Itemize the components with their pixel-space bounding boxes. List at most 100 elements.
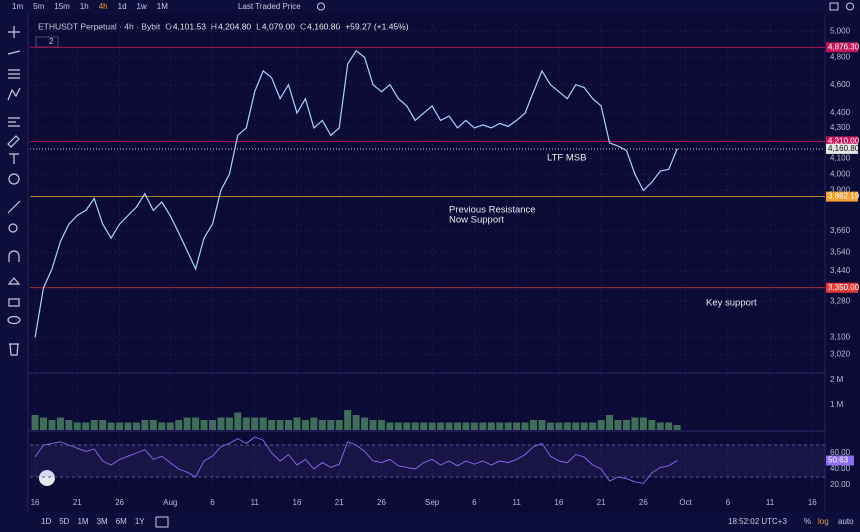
volume-bar <box>369 420 377 430</box>
volume-bar <box>56 417 64 430</box>
forecast-icon[interactable] <box>8 117 20 127</box>
header-h: 4,204.80 <box>218 21 251 31</box>
y-tick-label: 40.00 <box>830 464 851 473</box>
volume-bar <box>428 422 436 430</box>
volume-bar <box>631 417 639 430</box>
logo <box>39 470 55 486</box>
auto-toggle[interactable]: auto <box>838 517 854 526</box>
volume-bar <box>487 422 495 430</box>
interval-button[interactable]: 1m <box>12 2 23 11</box>
lock-icon[interactable] <box>8 298 20 307</box>
brush-icon[interactable] <box>7 135 20 148</box>
x-tick-label: 26 <box>639 498 648 507</box>
volume-bar <box>192 417 200 430</box>
top-right-icons[interactable] <box>317 2 854 11</box>
pattern-icon[interactable] <box>7 87 21 101</box>
emoji-icon[interactable] <box>8 173 20 185</box>
line-tool-icon[interactable] <box>7 50 21 55</box>
text-icon[interactable] <box>9 153 19 164</box>
volume-bar <box>521 422 529 430</box>
interval-button[interactable]: 1w <box>137 2 147 11</box>
volume-bar <box>285 420 293 430</box>
range-button[interactable]: 1M <box>77 517 88 526</box>
interval-button[interactable]: 1h <box>80 2 89 11</box>
rsi-value-box <box>826 455 854 466</box>
volume-bar <box>530 420 538 430</box>
y-tick-label: 1 M <box>830 400 844 409</box>
annotation: Key support <box>706 298 757 309</box>
volume-bar <box>90 420 98 430</box>
settings-icon[interactable] <box>846 2 854 11</box>
range-button[interactable]: 1Y <box>135 517 145 526</box>
trash-icon[interactable] <box>9 343 19 356</box>
price-source[interactable]: Last Traded Price <box>238 2 301 11</box>
volume-bar <box>175 420 183 430</box>
x-tick-label: Aug <box>163 498 177 507</box>
magnet-icon[interactable] <box>8 250 20 262</box>
bottom-bar <box>0 512 860 532</box>
y-tick-label: 4,400 <box>830 108 851 117</box>
y-tick-label: 3,900 <box>830 185 851 194</box>
range-button[interactable]: 3M <box>97 517 108 526</box>
volume-bar <box>48 420 56 430</box>
level-label: 4,210.00 <box>828 137 860 146</box>
volume-bar <box>377 420 385 430</box>
volume-bar <box>673 425 681 430</box>
header-c-key: C <box>300 21 306 31</box>
volume-bar <box>665 422 673 430</box>
annotation: Previous Resistance <box>449 205 536 216</box>
annotation: Now Support <box>449 215 504 226</box>
volume-bar <box>73 422 81 430</box>
draw-mode-icon[interactable] <box>7 277 21 285</box>
date-range-icon[interactable] <box>155 516 169 528</box>
volume-bar <box>40 417 48 430</box>
tool-icons[interactable] <box>7 26 21 356</box>
y-tick-label: 3,280 <box>830 296 851 305</box>
range-button[interactable]: 1D <box>41 517 51 526</box>
level-label-box <box>826 136 858 147</box>
level-label: 4,876.30 <box>828 42 860 51</box>
zoom-icon[interactable] <box>8 223 18 233</box>
x-tick-label: 26 <box>115 498 124 507</box>
volume-bar <box>496 422 504 430</box>
range-button[interactable]: 6M <box>116 517 127 526</box>
volume-bar <box>327 420 335 430</box>
volume-bar <box>158 422 166 430</box>
camera-icon[interactable] <box>829 2 839 11</box>
volume-bar <box>259 417 267 430</box>
interval-button[interactable]: 1M <box>157 2 168 11</box>
eye-icon[interactable] <box>7 315 21 325</box>
percent-toggle[interactable]: % <box>804 517 811 526</box>
interval-button[interactable]: 5m <box>33 2 44 11</box>
log-toggle[interactable]: log <box>818 517 829 526</box>
annotation: LTF MSB <box>547 153 586 164</box>
ruler-icon[interactable] <box>7 200 21 214</box>
volume-bar <box>99 420 107 430</box>
volume-bar <box>149 420 157 430</box>
volume-bar <box>310 417 318 430</box>
interval-button[interactable]: 1d <box>118 2 127 11</box>
header-symbol: ETHUSDT Perpetual · 4h · Bybit <box>38 21 161 31</box>
rsi-value-label: 50.63 <box>828 456 849 465</box>
volume-bar <box>132 422 140 430</box>
volume-bar <box>293 417 301 430</box>
add-indicator-icon[interactable] <box>317 2 325 11</box>
interval-button[interactable]: 4h <box>99 2 108 11</box>
volume-bar <box>335 420 343 430</box>
x-tick-label: Sep <box>425 498 440 507</box>
range-button[interactable]: 5D <box>59 517 69 526</box>
volume-bar <box>318 420 326 430</box>
badge[interactable]: 2 <box>49 37 54 46</box>
fib-icon[interactable] <box>8 69 20 79</box>
volume-bar <box>124 422 132 430</box>
volume-bar <box>352 415 360 430</box>
volume-bar <box>462 422 470 430</box>
level-label-box <box>826 282 858 293</box>
x-tick-label: 6 <box>210 498 215 507</box>
y-tick-label: 4,100 <box>830 153 851 162</box>
crosshair-icon[interactable] <box>8 26 20 38</box>
interval-button[interactable]: 15m <box>54 2 70 11</box>
